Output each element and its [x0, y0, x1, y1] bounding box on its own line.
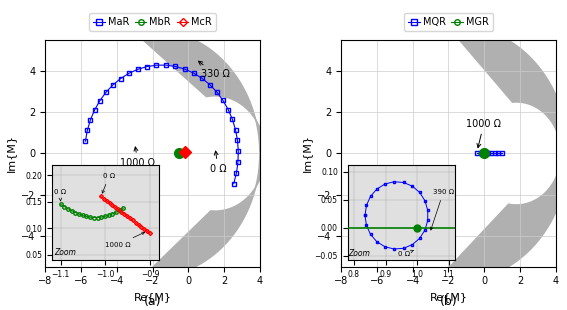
Y-axis label: Im{M}: Im{M} [6, 135, 16, 172]
Y-axis label: Im{M}: Im{M} [302, 135, 312, 172]
Legend: MaR, MbR, McR: MaR, MbR, McR [89, 13, 216, 31]
Text: (b): (b) [439, 295, 457, 308]
Polygon shape [438, 26, 567, 281]
Text: 20 Ω: 20 Ω [409, 170, 432, 186]
Text: (a): (a) [144, 295, 162, 308]
Text: 1000 Ω: 1000 Ω [120, 147, 155, 168]
Text: 330 Ω: 330 Ω [198, 61, 230, 79]
X-axis label: Re{M}: Re{M} [134, 292, 172, 302]
X-axis label: Re{M}: Re{M} [429, 292, 467, 302]
Legend: MQR, MGR: MQR, MGR [404, 13, 493, 31]
Polygon shape [134, 30, 265, 277]
Text: 1000 Ω: 1000 Ω [466, 119, 501, 148]
Text: 0 Ω: 0 Ω [210, 151, 226, 174]
